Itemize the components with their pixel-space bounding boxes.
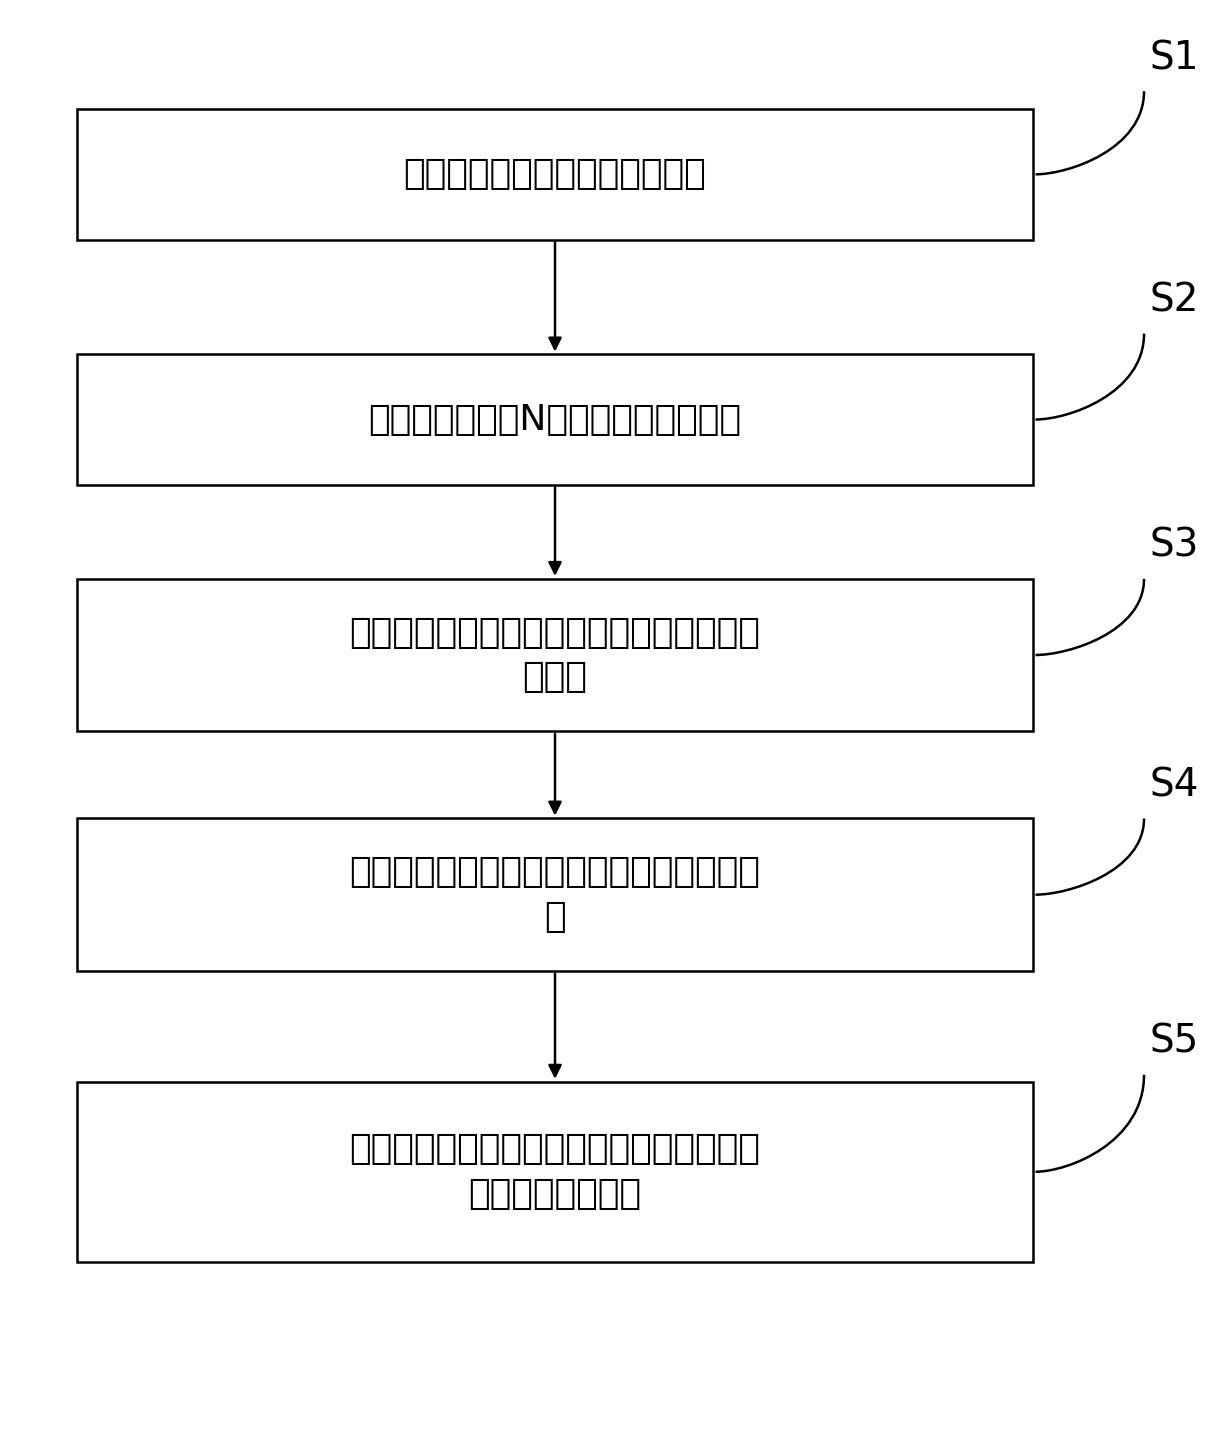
- Text: S2: S2: [1149, 281, 1199, 320]
- FancyBboxPatch shape: [77, 579, 1033, 732]
- FancyBboxPatch shape: [77, 354, 1033, 485]
- Text: 电压序分量进行N个采样点平均値计算: 电压序分量进行N个采样点平均値计算: [368, 403, 741, 437]
- Text: S5: S5: [1149, 1023, 1199, 1061]
- Text: 对当前周期的非线性滤波器输出结果进行校
正: 对当前周期的非线性滤波器输出结果进行校 正: [350, 856, 761, 934]
- Text: S1: S1: [1149, 39, 1199, 78]
- Text: 输出结果为按梯度变化的固定値，作用于内
环电压前馈环节上: 输出结果为按梯度变化的固定値，作用于内 环电压前馈环节上: [350, 1133, 761, 1211]
- FancyBboxPatch shape: [77, 818, 1033, 971]
- Text: 比较当前平均値与上一周期非线性滤波器输
出结果: 比较当前平均値与上一周期非线性滤波器输 出结果: [350, 616, 761, 694]
- FancyBboxPatch shape: [77, 108, 1033, 240]
- Text: 提取网侧电压变换成各个序分量: 提取网侧电压变换成各个序分量: [403, 157, 706, 192]
- Text: S4: S4: [1149, 766, 1199, 805]
- Text: S3: S3: [1149, 527, 1199, 566]
- FancyBboxPatch shape: [77, 1082, 1033, 1261]
